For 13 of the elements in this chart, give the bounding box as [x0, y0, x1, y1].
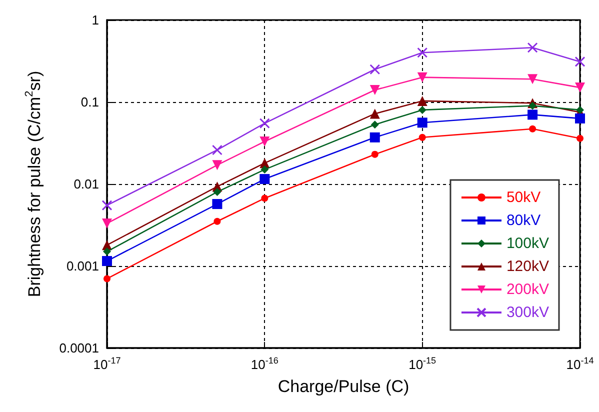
y-tick-label: 0.0001: [59, 340, 99, 356]
legend-label: 200kV: [506, 281, 550, 298]
y-tick-label: 0.1: [80, 94, 99, 110]
legend-label: 100kV: [506, 235, 550, 252]
x-axis-title: Charge/Pulse (C): [278, 377, 410, 396]
y-tick-label: 0.01: [74, 176, 99, 192]
y-tick-label: 1: [92, 12, 99, 28]
y-tick-label: 0.001: [66, 258, 99, 274]
legend-label: 80kV: [506, 212, 541, 229]
legend-label: 300kV: [506, 304, 550, 321]
legend-label: 50kV: [506, 189, 541, 206]
legend-label: 120kV: [506, 258, 550, 275]
y-axis-title: Brightness for pulse (C/cm2sr): [24, 70, 44, 298]
